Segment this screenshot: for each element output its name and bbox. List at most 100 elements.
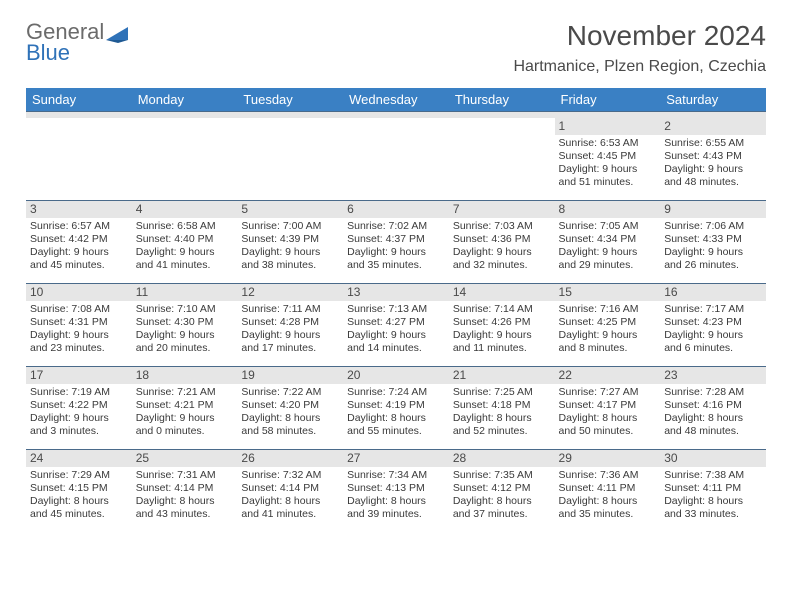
page: General Blue November 2024 Hartmanice, P…	[0, 0, 792, 553]
day-sunrise: Sunrise: 7:27 AM	[559, 386, 657, 399]
day-sunrise: Sunrise: 7:25 AM	[453, 386, 551, 399]
day-d1: Daylight: 8 hours	[664, 495, 762, 508]
day-d2: and 8 minutes.	[559, 342, 657, 355]
day-number: 1	[555, 118, 661, 135]
calendar-cell: 27Sunrise: 7:34 AMSunset: 4:13 PMDayligh…	[343, 450, 449, 533]
calendar-cell: 26Sunrise: 7:32 AMSunset: 4:14 PMDayligh…	[237, 450, 343, 533]
day-d1: Daylight: 9 hours	[559, 246, 657, 259]
day-d2: and 23 minutes.	[30, 342, 128, 355]
day-d1: Daylight: 9 hours	[347, 329, 445, 342]
day-d2: and 35 minutes.	[559, 508, 657, 521]
calendar-row: 10Sunrise: 7:08 AMSunset: 4:31 PMDayligh…	[26, 284, 766, 367]
day-number: 17	[26, 367, 132, 384]
calendar-cell	[237, 118, 343, 201]
day-d1: Daylight: 9 hours	[559, 329, 657, 342]
day-number: 15	[555, 284, 661, 301]
day-number: 10	[26, 284, 132, 301]
day-details: Sunrise: 6:58 AMSunset: 4:40 PMDaylight:…	[136, 220, 234, 273]
day-d2: and 48 minutes.	[664, 176, 762, 189]
day-d2: and 45 minutes.	[30, 259, 128, 272]
day-d2: and 33 minutes.	[664, 508, 762, 521]
calendar-cell: 19Sunrise: 7:22 AMSunset: 4:20 PMDayligh…	[237, 367, 343, 450]
day-details: Sunrise: 6:53 AMSunset: 4:45 PMDaylight:…	[559, 137, 657, 190]
day-number: 9	[660, 201, 766, 218]
weekday-header-row: Sunday Monday Tuesday Wednesday Thursday…	[26, 88, 766, 112]
calendar-cell: 10Sunrise: 7:08 AMSunset: 4:31 PMDayligh…	[26, 284, 132, 367]
day-sunrise: Sunrise: 7:11 AM	[241, 303, 339, 316]
day-number: 13	[343, 284, 449, 301]
calendar-cell: 13 Sunrise: 7:13 AMSunset: 4:27 PMDayligh…	[343, 284, 449, 367]
day-d1: Daylight: 8 hours	[347, 412, 445, 425]
calendar-cell: 21Sunrise: 7:25 AMSunset: 4:18 PMDayligh…	[449, 367, 555, 450]
day-d2: and 29 minutes.	[559, 259, 657, 272]
day-details: Sunrise: 7:05 AMSunset: 4:34 PMDaylight:…	[559, 220, 657, 273]
day-details: Sunrise: 7:13 AMSunset: 4:27 PMDaylight:…	[347, 303, 445, 356]
day-details: Sunrise: 7:10 AMSunset: 4:30 PMDaylight:…	[136, 303, 234, 356]
calendar-table: Sunday Monday Tuesday Wednesday Thursday…	[26, 88, 766, 533]
day-number: 14	[449, 284, 555, 301]
day-sunset: Sunset: 4:16 PM	[664, 399, 762, 412]
day-d1: Daylight: 8 hours	[347, 495, 445, 508]
day-number: 22	[555, 367, 661, 384]
day-details: Sunrise: 7:32 AMSunset: 4:14 PMDaylight:…	[241, 469, 339, 522]
day-number: 23	[660, 367, 766, 384]
day-d2: and 17 minutes.	[241, 342, 339, 355]
day-d2: and 41 minutes.	[241, 508, 339, 521]
day-d1: Daylight: 9 hours	[453, 246, 551, 259]
weekday-header: Monday	[132, 88, 238, 112]
day-details: Sunrise: 7:38 AMSunset: 4:11 PMDaylight:…	[664, 469, 762, 522]
day-sunset: Sunset: 4:12 PM	[453, 482, 551, 495]
calendar-cell: 25Sunrise: 7:31 AMSunset: 4:14 PMDayligh…	[132, 450, 238, 533]
day-details: Sunrise: 7:31 AMSunset: 4:14 PMDaylight:…	[136, 469, 234, 522]
day-sunset: Sunset: 4:27 PM	[347, 316, 445, 329]
calendar-cell: 12Sunrise: 7:11 AMSunset: 4:28 PMDayligh…	[237, 284, 343, 367]
day-details: Sunrise: 6:55 AMSunset: 4:43 PMDaylight:…	[664, 137, 762, 190]
day-d1: Daylight: 9 hours	[30, 246, 128, 259]
calendar-cell	[343, 118, 449, 201]
logo-text: General Blue	[26, 20, 104, 64]
calendar-cell: 7Sunrise: 7:03 AMSunset: 4:36 PMDaylight…	[449, 201, 555, 284]
day-details: Sunrise: 6:57 AMSunset: 4:42 PMDaylight:…	[30, 220, 128, 273]
calendar-cell: 11Sunrise: 7:10 AMSunset: 4:30 PMDayligh…	[132, 284, 238, 367]
day-sunset: Sunset: 4:19 PM	[347, 399, 445, 412]
day-d2: and 41 minutes.	[136, 259, 234, 272]
day-d2: and 58 minutes.	[241, 425, 339, 438]
day-sunrise: Sunrise: 7:14 AM	[453, 303, 551, 316]
day-d2: and 26 minutes.	[664, 259, 762, 272]
day-sunrise: Sunrise: 7:22 AM	[241, 386, 339, 399]
day-d1: Daylight: 9 hours	[664, 329, 762, 342]
day-sunrise: Sunrise: 7:32 AM	[241, 469, 339, 482]
day-details: Sunrise: 7:21 AMSunset: 4:21 PMDaylight:…	[136, 386, 234, 439]
day-details: Sunrise: 7:22 AMSunset: 4:20 PMDaylight:…	[241, 386, 339, 439]
header: General Blue November 2024 Hartmanice, P…	[26, 20, 766, 76]
day-sunset: Sunset: 4:11 PM	[664, 482, 762, 495]
day-details: Sunrise: 7:19 AMSunset: 4:22 PMDaylight:…	[30, 386, 128, 439]
day-sunset: Sunset: 4:36 PM	[453, 233, 551, 246]
day-details: Sunrise: 7:24 AMSunset: 4:19 PMDaylight:…	[347, 386, 445, 439]
day-d1: Daylight: 9 hours	[347, 246, 445, 259]
calendar-body: 1 Sunrise: 6:53 AMSunset: 4:45 PMDaylight…	[26, 118, 766, 533]
day-d1: Daylight: 9 hours	[30, 412, 128, 425]
day-sunset: Sunset: 4:34 PM	[559, 233, 657, 246]
day-details: Sunrise: 7:29 AMSunset: 4:15 PMDaylight:…	[30, 469, 128, 522]
day-sunrise: Sunrise: 7:24 AM	[347, 386, 445, 399]
day-d2: and 6 minutes.	[664, 342, 762, 355]
day-details: Sunrise: 7:16 AMSunset: 4:25 PMDaylight:…	[559, 303, 657, 356]
day-d2: and 43 minutes.	[136, 508, 234, 521]
day-sunrise: Sunrise: 7:34 AM	[347, 469, 445, 482]
day-details: Sunrise: 7:36 AMSunset: 4:11 PMDaylight:…	[559, 469, 657, 522]
day-d2: and 50 minutes.	[559, 425, 657, 438]
day-d1: Daylight: 9 hours	[664, 246, 762, 259]
day-d2: and 35 minutes.	[347, 259, 445, 272]
calendar-cell: 24Sunrise: 7:29 AMSunset: 4:15 PMDayligh…	[26, 450, 132, 533]
day-d1: Daylight: 9 hours	[136, 329, 234, 342]
day-details: Sunrise: 7:25 AMSunset: 4:18 PMDaylight:…	[453, 386, 551, 439]
day-sunrise: Sunrise: 7:19 AM	[30, 386, 128, 399]
day-number: 16	[660, 284, 766, 301]
day-sunset: Sunset: 4:42 PM	[30, 233, 128, 246]
day-d1: Daylight: 9 hours	[30, 329, 128, 342]
calendar-cell: 9Sunrise: 7:06 AMSunset: 4:33 PMDaylight…	[660, 201, 766, 284]
day-details: Sunrise: 7:00 AMSunset: 4:39 PMDaylight:…	[241, 220, 339, 273]
day-number: 4	[132, 201, 238, 218]
day-number: 8	[555, 201, 661, 218]
